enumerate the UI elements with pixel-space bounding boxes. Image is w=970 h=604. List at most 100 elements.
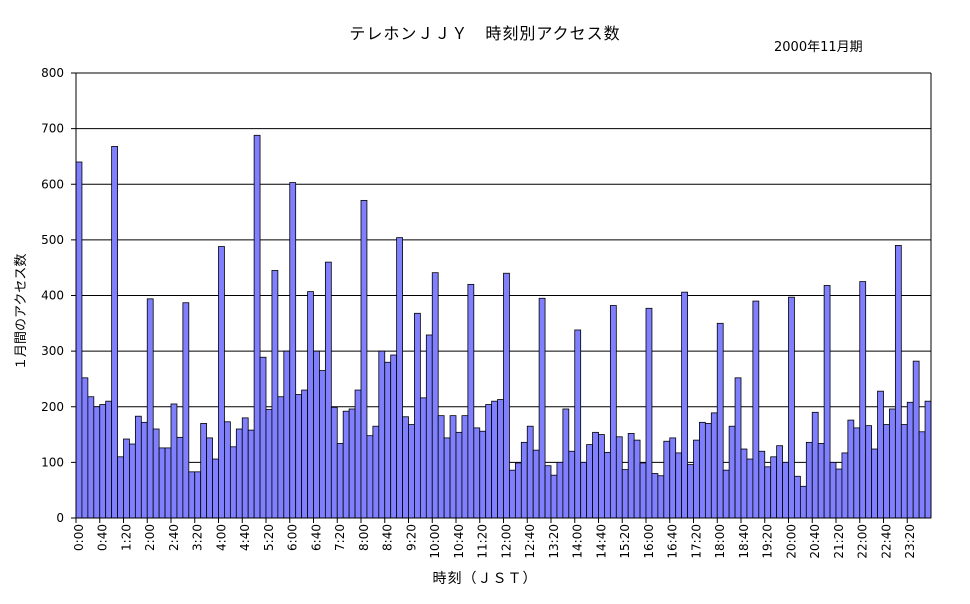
bar (503, 272, 510, 519)
bar (681, 291, 688, 519)
x-tick-label: 18:00 (713, 524, 727, 559)
bar (146, 298, 154, 519)
x-tick-label: 8:40 (381, 524, 395, 551)
bar (651, 473, 659, 519)
bar (799, 485, 807, 519)
bar (425, 334, 433, 519)
bar (847, 419, 855, 519)
bar (722, 469, 730, 519)
y-tick-label: 700 (41, 122, 64, 136)
bar (758, 450, 766, 519)
x-tick-label: 18:40 (737, 524, 751, 559)
x-tick-label: 21:20 (832, 524, 846, 559)
bar (301, 389, 308, 519)
bar (924, 400, 932, 519)
bar (520, 441, 528, 519)
bar (259, 356, 267, 519)
x-tick-label: 12:40 (523, 524, 537, 559)
bar (105, 400, 113, 519)
bar (313, 350, 320, 519)
bar (408, 424, 415, 519)
x-tick-label: 22:40 (879, 524, 893, 559)
y-tick-label: 600 (41, 177, 64, 191)
x-tick-labels: 0:00 0:40 1:20 2:00 2:40 3:20 4:00 4:40 5:20 6:00… (72, 524, 917, 559)
bar (152, 428, 160, 519)
x-tick-label: 4:00 (214, 524, 228, 551)
bar (805, 441, 813, 519)
bar (170, 403, 178, 519)
bar (93, 406, 101, 519)
bar (615, 436, 623, 519)
bar (117, 456, 124, 519)
bar (752, 300, 760, 519)
bar (485, 404, 493, 519)
bar (746, 458, 754, 519)
bar (663, 440, 671, 519)
bar (538, 297, 546, 519)
bar (134, 415, 142, 519)
bar (283, 350, 291, 519)
x-tick-label: 6:00 (286, 524, 300, 551)
x-tick-label: 20:00 (784, 524, 798, 559)
bar (319, 370, 326, 519)
bar (894, 245, 902, 519)
x-tick-label: 7:20 (333, 524, 347, 551)
bar (123, 438, 130, 519)
bar (419, 397, 427, 519)
bar (544, 465, 552, 519)
x-tick-label: 11:20 (476, 524, 490, 559)
bar (348, 408, 356, 519)
x-tick-label: 22:00 (856, 524, 870, 559)
bar (592, 431, 599, 519)
bar (497, 399, 504, 519)
bar (158, 447, 166, 519)
bar (728, 425, 736, 519)
bar (324, 261, 332, 519)
bar (740, 448, 748, 519)
bar (853, 427, 861, 519)
axes (71, 72, 932, 523)
bar (639, 462, 647, 519)
x-tick-label: 8:00 (357, 524, 371, 551)
bar (883, 424, 890, 519)
x-tick-label: 1:20 (119, 524, 133, 551)
bar (206, 437, 213, 519)
bar (633, 439, 641, 519)
bar (609, 305, 617, 519)
x-tick-label: 23:20 (903, 524, 917, 559)
bar (574, 329, 582, 519)
bar (99, 404, 107, 519)
bar (87, 396, 95, 519)
bar (716, 322, 724, 519)
bar (764, 466, 772, 519)
bar (829, 461, 837, 519)
bar (509, 469, 516, 519)
bar (378, 350, 386, 519)
x-tick-label: 6:40 (309, 524, 323, 551)
bars (75, 134, 932, 519)
x-tick-label: 16:00 (642, 524, 656, 559)
bar (200, 423, 208, 519)
bar (514, 462, 522, 519)
bar (918, 431, 926, 519)
bar (627, 433, 635, 519)
bar (307, 291, 314, 519)
x-tick-label: 10:40 (452, 524, 466, 559)
bar (354, 389, 362, 519)
bar (859, 281, 867, 519)
bar (823, 285, 831, 519)
bar (253, 134, 261, 519)
x-tick-label: 3:20 (191, 524, 205, 551)
y-tick-label: 300 (41, 344, 64, 358)
x-tick-label: 13:20 (547, 524, 561, 559)
x-tick-label: 10:00 (428, 524, 442, 559)
bar (794, 475, 801, 519)
bar (687, 464, 694, 519)
bar (229, 446, 237, 519)
bar (675, 452, 683, 519)
bar (871, 448, 878, 519)
bar (277, 396, 285, 519)
bar (241, 417, 249, 519)
bar (621, 469, 629, 519)
x-tick-label: 20:40 (808, 524, 822, 559)
